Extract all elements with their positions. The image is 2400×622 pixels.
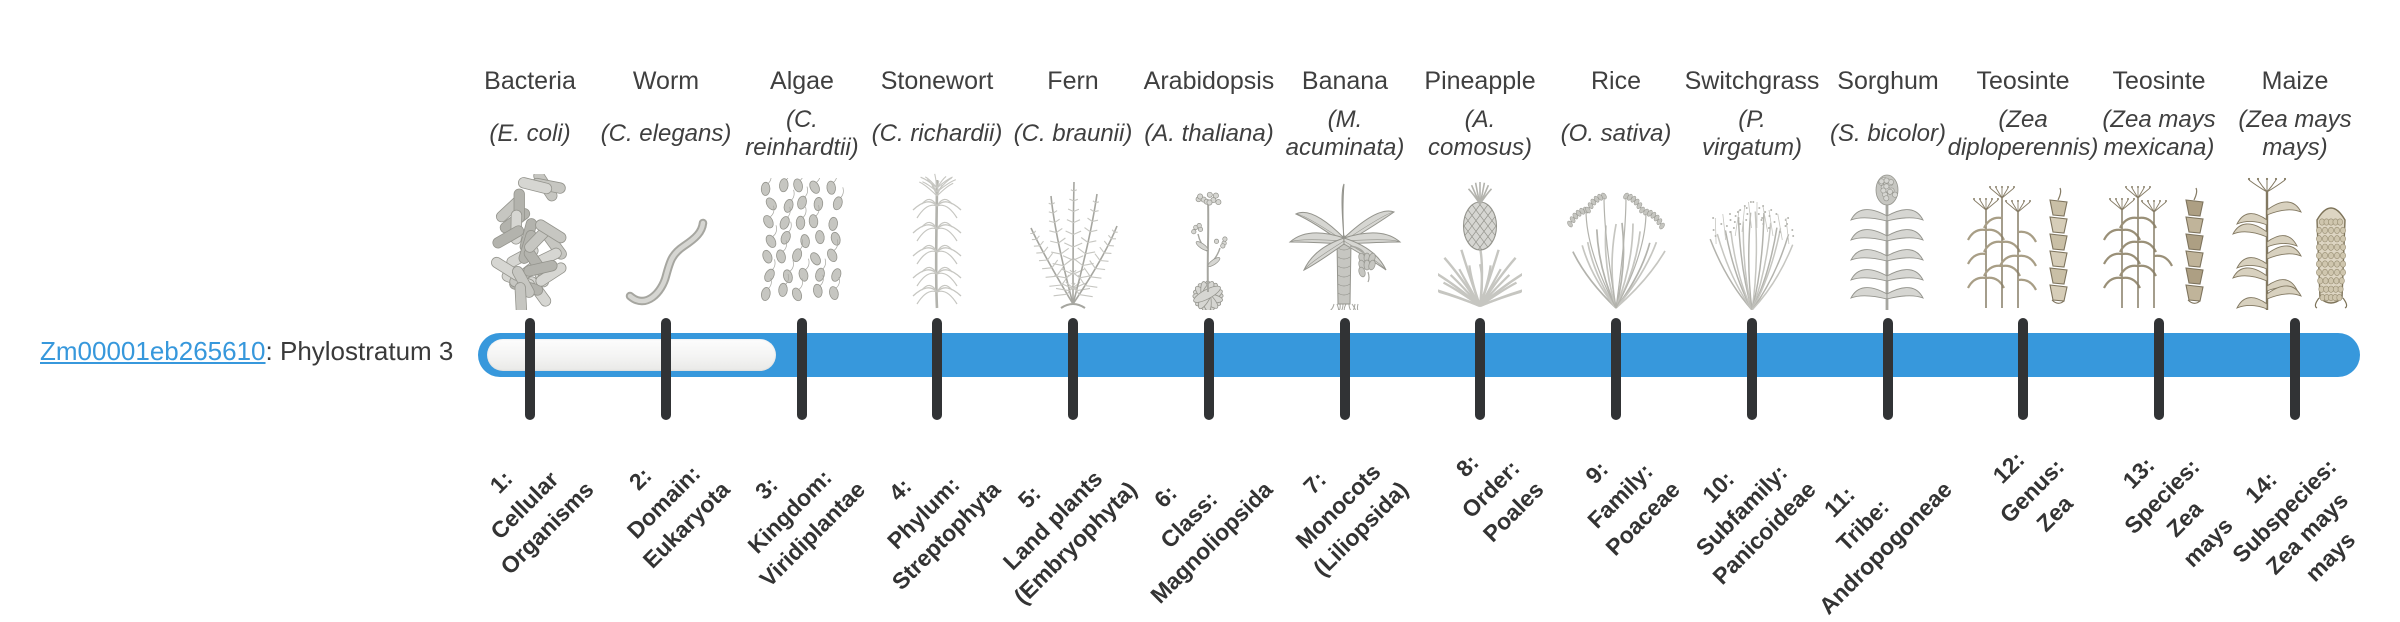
phylostratum-tick-13 xyxy=(2154,318,2164,420)
organism-name: Pineapple xyxy=(1424,67,1536,95)
organism-scientific-name: (Zea mays mexicana) xyxy=(2102,106,2216,161)
phylostratum-tick-6 xyxy=(1204,318,1214,420)
gene-label: Zm00001eb265610: Phylostratum 3 xyxy=(40,336,453,367)
organism-name: Worm xyxy=(632,67,700,95)
organism-column-rice: Rice (O. sativa) xyxy=(1531,40,1701,310)
organism-name: Maize xyxy=(2261,67,2329,95)
organism-name: Switchgrass xyxy=(1684,67,1820,95)
organism-name: Sorghum xyxy=(1837,67,1939,95)
phylostratum-tick-9 xyxy=(1611,318,1621,420)
organism-scientific-name: (P. virgatum) xyxy=(1701,106,1803,161)
organism-name: Teosinte xyxy=(2112,67,2206,95)
phylostratum-tick-2 xyxy=(661,318,671,420)
timeline-bar xyxy=(478,333,2360,377)
phylostratum-tick-8 xyxy=(1475,318,1485,420)
organism-scientific-name: (O. sativa) xyxy=(1560,120,1672,147)
phylostratum-tick-12 xyxy=(2018,318,2028,420)
organism-scientific-name: (C. elegans) xyxy=(600,120,732,147)
organism-scientific-name: (S. bicolor) xyxy=(1829,120,1947,147)
bacteria-icon xyxy=(445,170,615,310)
gene-id-link[interactable]: Zm00001eb265610 xyxy=(40,336,266,366)
teosinte-diploperennis-icon xyxy=(1938,170,2108,310)
maize-icon xyxy=(2210,170,2380,310)
organism-scientific-name: (C. braunii) xyxy=(1013,120,1133,147)
organism-name: Banana xyxy=(1301,67,1389,95)
organism-scientific-name: (C. richardii) xyxy=(871,120,1003,147)
switchgrass-icon xyxy=(1667,170,1837,310)
organism-column-fern: Fern (C. braunii) xyxy=(988,40,1158,310)
organism-column-worm: Worm (C. elegans) xyxy=(581,40,751,310)
organism-column-teosinte: Teosinte (Zea diploperennis) xyxy=(1938,40,2108,310)
fern-icon xyxy=(988,170,1158,310)
phylostratum-tick-10 xyxy=(1747,318,1757,420)
organism-name: Rice xyxy=(1590,67,1641,95)
organism-scientific-name: (Zea mays mays) xyxy=(2238,106,2352,161)
organism-column-stonewort: Stonewort (C. richardii) xyxy=(852,40,1022,310)
phylostratum-tick-3 xyxy=(797,318,807,420)
organism-column-algae: Algae (C. reinhardtii) xyxy=(717,40,887,310)
organism-column-maize: Maize (Zea mays mays) xyxy=(2210,40,2380,310)
phylostratum-tick-1 xyxy=(525,318,535,420)
organism-name: Bacteria xyxy=(484,67,576,95)
organism-column-bacteria: Bacteria (E. coli) xyxy=(445,40,615,310)
organism-scientific-name: (M. acuminata) xyxy=(1285,106,1405,161)
organism-column-banana: Banana (M. acuminata) xyxy=(1260,40,1430,310)
organism-scientific-name: (Zea diploperennis) xyxy=(1947,106,2099,161)
phylostratum-tick-11 xyxy=(1883,318,1893,420)
organism-column-sorghum: Sorghum (S. bicolor) xyxy=(1803,40,1973,310)
phylostratum-text: : Phylostratum 3 xyxy=(265,336,454,366)
organism-column-arabidopsis: Arabidopsis (A. thaliana) xyxy=(1124,40,1294,310)
organism-name: Stonewort xyxy=(880,67,994,95)
phylostratigraphy-diagram: Zm00001eb265610: Phylostratum 3 Bacteria… xyxy=(40,40,2380,620)
stonewort-icon xyxy=(852,170,1022,310)
sorghum-icon xyxy=(1803,170,1973,310)
organism-column-pineapple: Pineapple (A. comosus) xyxy=(1395,40,1565,310)
algae-icon xyxy=(717,170,887,310)
organism-name: Fern xyxy=(1047,67,1099,95)
organism-name: Arabidopsis xyxy=(1143,67,1275,95)
organism-name: Algae xyxy=(770,67,834,95)
phylostratum-tick-5 xyxy=(1068,318,1078,420)
phylostratum-tick-14 xyxy=(2290,318,2300,420)
organism-scientific-name: (A. thaliana) xyxy=(1144,120,1274,147)
pineapple-icon xyxy=(1395,170,1565,310)
rice-icon xyxy=(1531,170,1701,310)
organism-scientific-name: (C. reinhardtii) xyxy=(745,106,859,161)
banana-icon xyxy=(1260,170,1430,310)
organism-column-switchgrass: Switchgrass (P. virgatum) xyxy=(1667,40,1837,310)
teosinte-mexicana-icon xyxy=(2074,170,2244,310)
organism-name: Teosinte xyxy=(1976,67,2070,95)
organism-scientific-name: (E. coli) xyxy=(489,120,571,147)
organism-scientific-name: (A. comosus) xyxy=(1427,106,1533,161)
phylostratum-tick-7 xyxy=(1340,318,1350,420)
organism-column-teosinte: Teosinte (Zea mays mexicana) xyxy=(2074,40,2244,310)
worm-icon xyxy=(581,170,751,310)
phylostratum-tick-4 xyxy=(932,318,942,420)
timeline-unfilled-segment xyxy=(487,339,776,371)
arabidopsis-icon xyxy=(1124,170,1294,310)
